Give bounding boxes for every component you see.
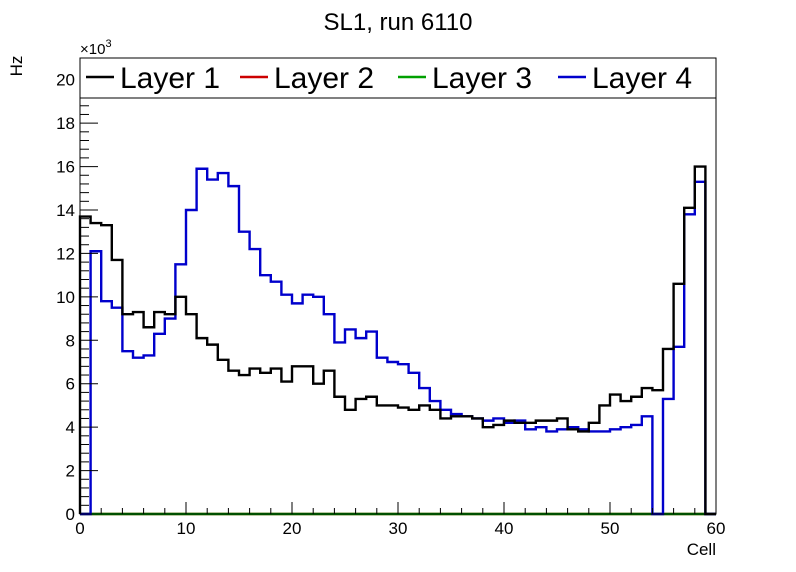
legend-items: Layer 1 Layer 2 Layer 3 Layer 4 (86, 62, 692, 95)
legend-entry: Layer 2 (240, 62, 374, 95)
y-tick-label: 8 (66, 331, 75, 350)
y-multiplier-label: ×103 (80, 38, 112, 58)
legend-label: Layer 1 (120, 62, 220, 95)
y-multiplier-exponent: 3 (105, 38, 111, 50)
y-tick-label: 2 (66, 462, 75, 481)
svg-text:×103: ×103 (80, 38, 112, 58)
x-axis-label: Cell (687, 540, 716, 559)
axes-layer: 0 10 20 30 40 50 60 0 2 4 6 8 10 12 14 16 18 20 (56, 61, 726, 538)
series-line (80, 167, 716, 516)
legend-label: Layer 2 (274, 62, 374, 95)
legend-entry: Layer 4 (558, 62, 692, 95)
legend: Layer 1 Layer 2 Layer 3 Layer 4 (79, 57, 717, 99)
series-line (78, 165, 716, 516)
x-tick-label: 20 (283, 519, 302, 538)
x-tick-label: 30 (389, 519, 408, 538)
y-tick-label: 4 (66, 418, 75, 437)
y-tick-label: 14 (56, 201, 75, 220)
y-axis-label: Hz (7, 56, 26, 77)
legend-entry: Layer 3 (398, 62, 532, 95)
x-tick-label: 40 (495, 519, 514, 538)
series-layer-4 (80, 167, 716, 516)
y-tick-label: 0 (66, 505, 75, 524)
y-tick-label: 20 (56, 71, 75, 90)
x-tick-label: 10 (177, 519, 196, 538)
y-tick-label: 18 (56, 114, 75, 133)
y-tick-label: 12 (56, 244, 75, 263)
y-multiplier-base: ×10 (80, 41, 105, 58)
y-tick-label: 6 (66, 375, 75, 394)
series-layer-1 (78, 165, 716, 516)
legend-label: Layer 4 (592, 62, 692, 95)
legend-label: Layer 3 (432, 62, 532, 95)
chart-title: SL1, run 6110 (323, 9, 472, 36)
series-layer (78, 165, 716, 516)
x-tick-label: 50 (601, 519, 620, 538)
x-tick-label: 0 (75, 519, 84, 538)
y-tick-label: 10 (56, 288, 75, 307)
y-tick-label: 16 (56, 158, 75, 177)
legend-entry: Layer 1 (86, 62, 220, 95)
x-tick-label: 60 (707, 519, 726, 538)
